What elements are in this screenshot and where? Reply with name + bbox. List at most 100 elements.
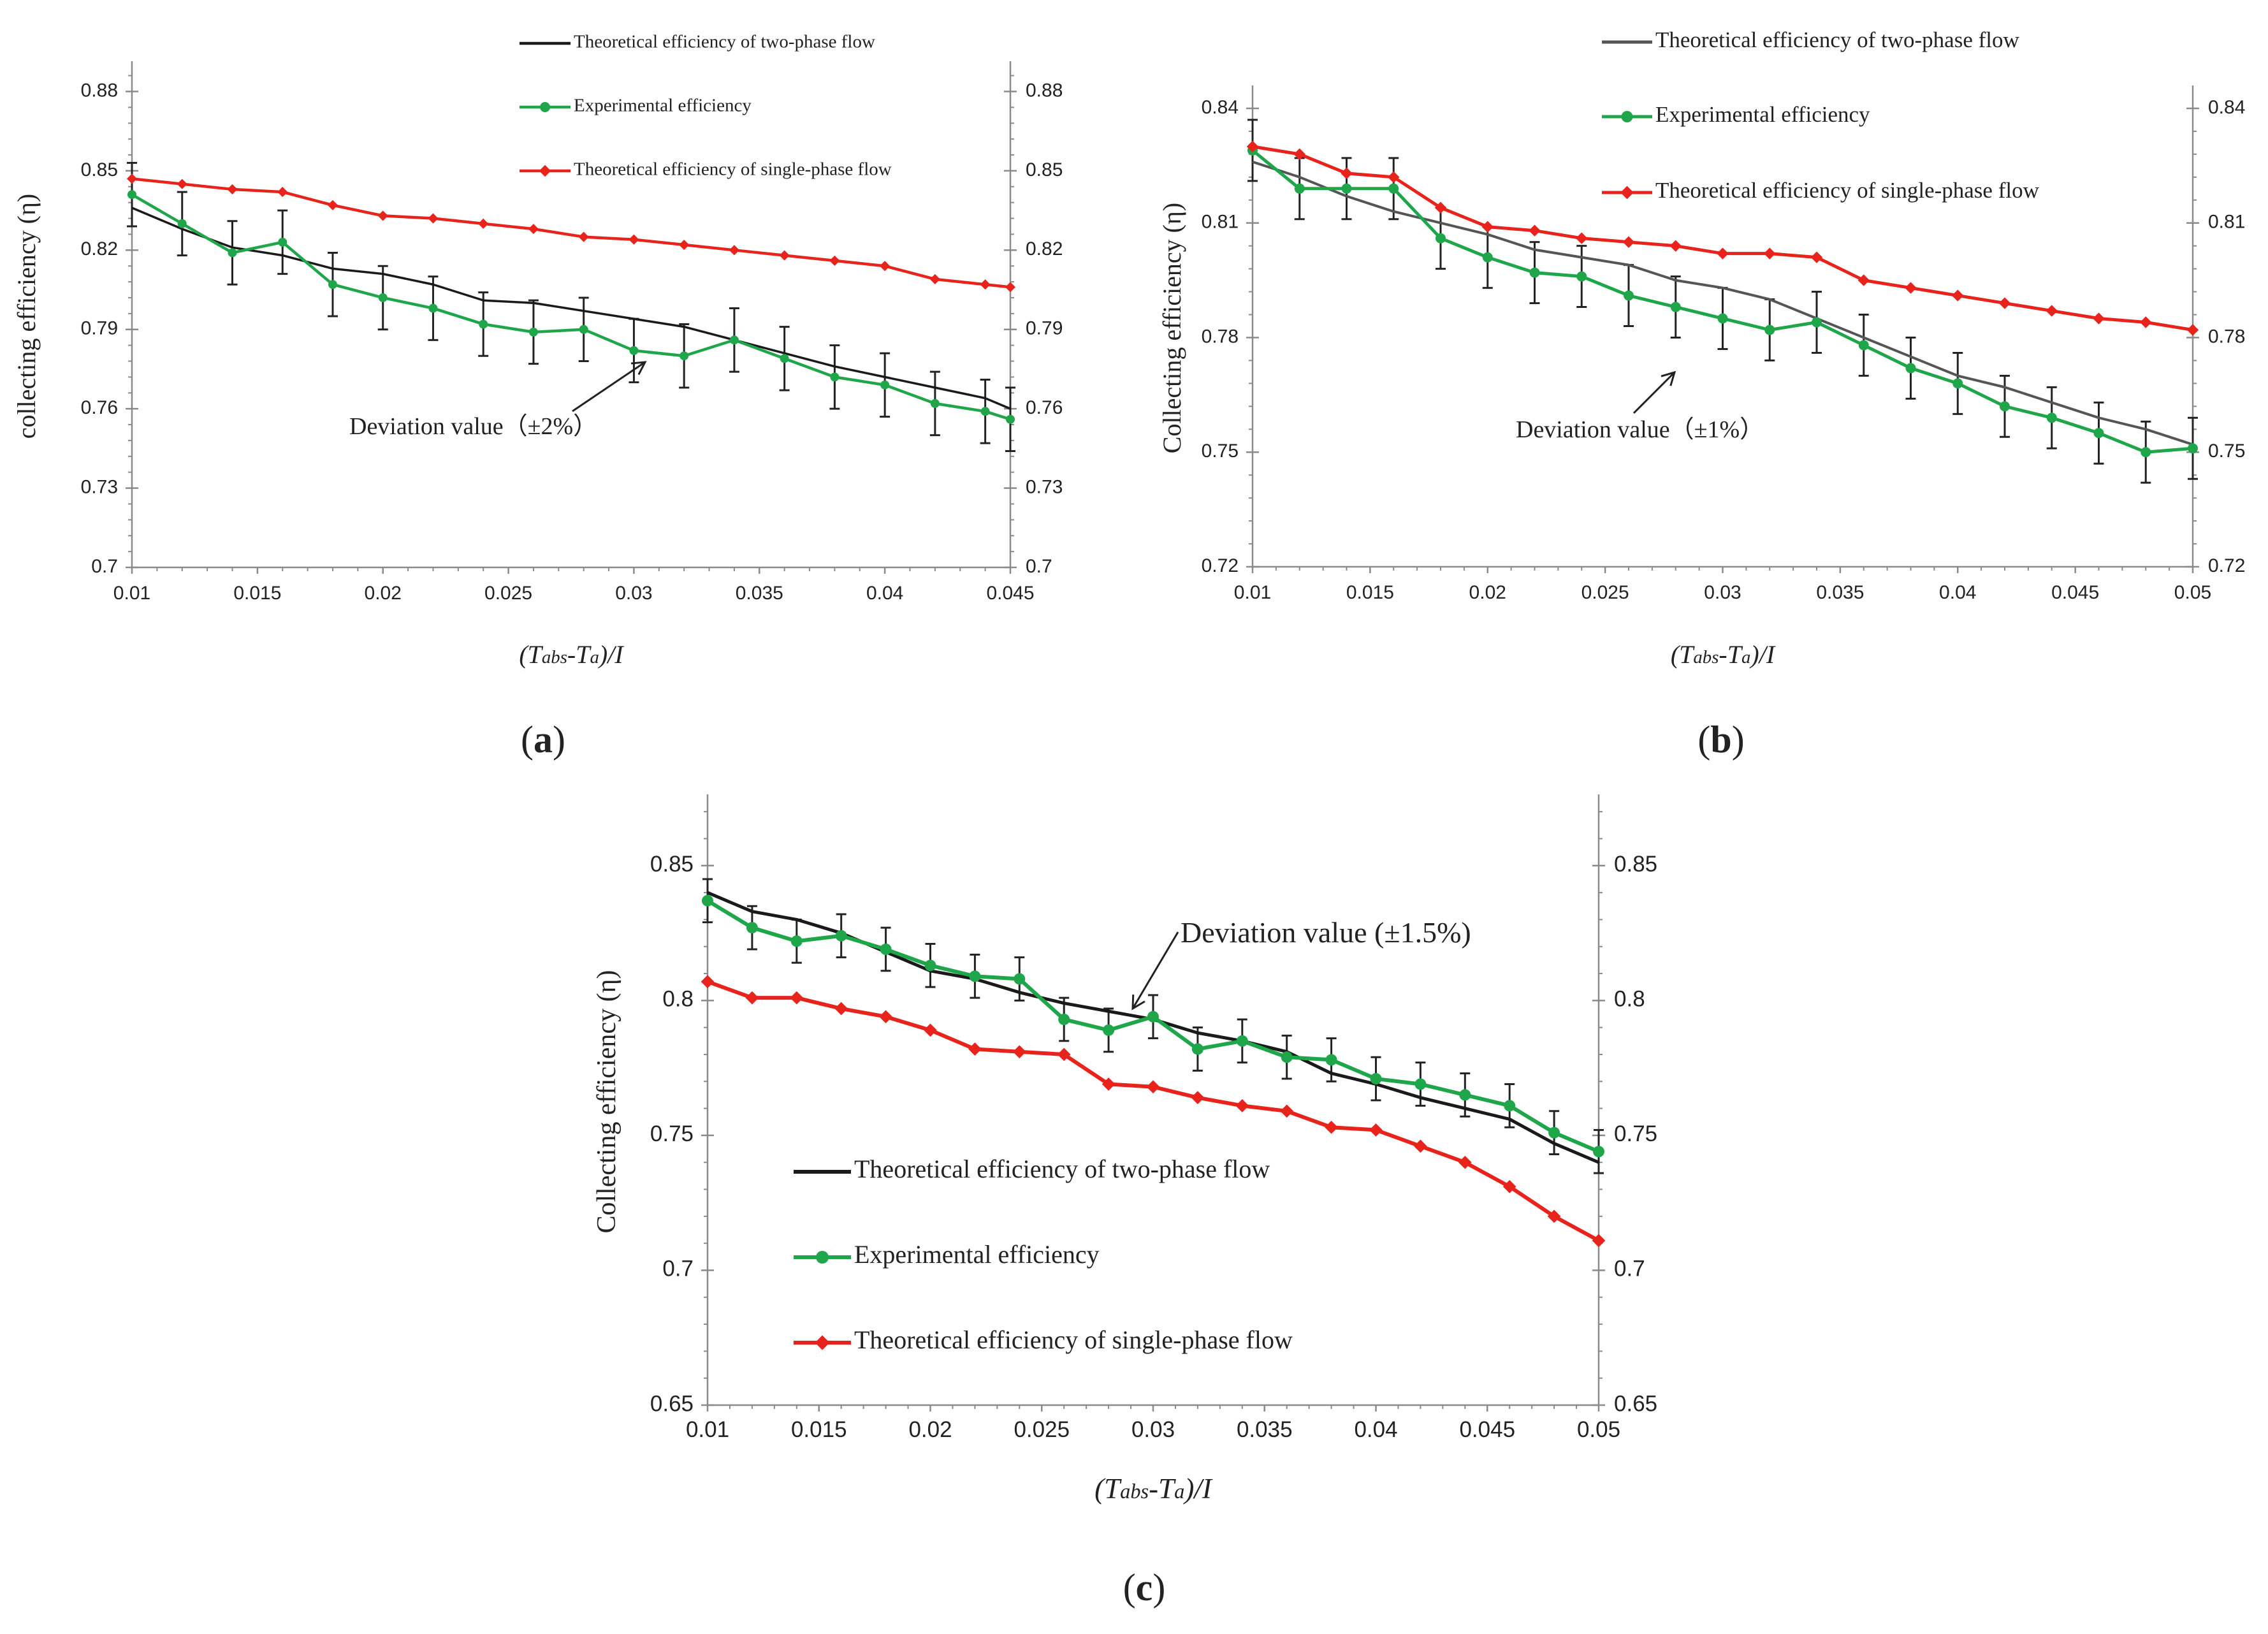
data-point-theoretical-efficiency-of-single-phase-flow [834, 1002, 848, 1016]
x-tick-label: 0.02 [365, 583, 402, 604]
data-point-theoretical-efficiency-of-single-phase-flow [1481, 221, 1494, 233]
data-point-theoretical-efficiency-of-single-phase-flow [880, 261, 890, 272]
data-point-experimental-efficiency [830, 372, 840, 382]
data-point-experimental-efficiency [1764, 325, 1775, 335]
data-point-theoretical-efficiency-of-single-phase-flow [377, 210, 388, 221]
x-tick-label: 0.04 [1354, 1417, 1397, 1442]
y-axis-title: collecting efficiency (η) [12, 194, 41, 439]
data-point-theoretical-efficiency-of-single-phase-flow [1547, 1209, 1561, 1223]
data-point-experimental-efficiency [1058, 1013, 1070, 1025]
data-point-experimental-efficiency [2000, 401, 2010, 412]
y-tick-label-right: 0.88 [1026, 80, 1063, 101]
data-point-experimental-efficiency [1236, 1035, 1248, 1047]
data-point-theoretical-efficiency-of-single-phase-flow [1012, 1045, 1026, 1059]
data-point-theoretical-efficiency-of-single-phase-flow [1502, 1179, 1516, 1193]
data-point-experimental-efficiency [969, 970, 981, 982]
data-point-theoretical-efficiency-of-single-phase-flow [2140, 316, 2152, 328]
y-tick-label-right: 0.73 [1026, 477, 1063, 498]
data-point-theoretical-efficiency-of-single-phase-flow [1057, 1047, 1071, 1061]
data-point-theoretical-efficiency-of-single-phase-flow [1388, 171, 1400, 184]
x-axis-title-part: -T [1149, 1473, 1176, 1505]
data-point-theoretical-efficiency-of-single-phase-flow [1369, 1123, 1383, 1137]
x-axis-title-subscript: abs [542, 647, 567, 667]
x-axis-title-subscript: a [1174, 1480, 1184, 1503]
data-point-experimental-efficiency [680, 351, 689, 361]
data-point-experimental-efficiency [1294, 183, 1305, 194]
data-point-theoretical-efficiency-of-single-phase-flow [1764, 247, 1776, 259]
y-tick-label-left: 0.76 [81, 397, 118, 418]
panel-label: (c) [1123, 1566, 1166, 1608]
annotation-arrow [1131, 931, 1179, 1009]
chart-panel-3: 0.65 0.65 0.7 0.7 0.75 0.75 0.8 0.8 0.85 0.85 0.01… [592, 794, 1657, 1608]
legend-marker-theoretical-efficiency-of-single-phase-flow [539, 164, 551, 177]
data-point-experimental-efficiency [1858, 340, 1869, 351]
data-point-theoretical-efficiency-of-single-phase-flow [929, 274, 940, 284]
x-axis-title-part: )/I [1182, 1473, 1212, 1505]
data-point-experimental-efficiency [2141, 447, 2151, 458]
data-point-theoretical-efficiency-of-single-phase-flow [1325, 1120, 1338, 1134]
x-tick-label: 0.01 [113, 583, 150, 604]
y-tick-label-left: 0.85 [81, 159, 118, 180]
x-axis-title: (Tabs-Ta)/I [519, 640, 624, 669]
panel-label-letter: a [534, 719, 553, 761]
legend-label-theoretical-efficiency-of-single-phase-flow: Theoretical efficiency of single-phase f… [854, 1325, 1293, 1354]
data-point-experimental-efficiency [702, 894, 713, 907]
data-point-theoretical-efficiency-of-single-phase-flow [1857, 274, 1870, 286]
data-point-theoretical-efficiency-of-single-phase-flow [1246, 140, 1259, 153]
legend-marker-theoretical-efficiency-of-single-phase-flow [1620, 186, 1634, 200]
y-tick-label-left: 0.73 [81, 477, 118, 498]
x-tick-label: 0.045 [1459, 1417, 1515, 1442]
y-tick-label-left: 0.81 [1202, 212, 1239, 233]
panel-label-open: ( [521, 719, 534, 761]
x-axis-title: (Tabs-Ta)/I [1671, 640, 1776, 669]
data-point-theoretical-efficiency-of-single-phase-flow [177, 179, 187, 189]
y-tick-label-right: 0.65 [1614, 1391, 1657, 1416]
deviation-annotation: Deviation value (±1.5%) [1181, 916, 1471, 949]
data-point-theoretical-efficiency-of-single-phase-flow [2046, 305, 2058, 317]
x-tick-label: 0.015 [791, 1417, 847, 1442]
y-tick-label-right: 0.85 [1614, 852, 1657, 877]
data-point-experimental-efficiency [1593, 1146, 1604, 1158]
deviation-annotation: Deviation value（±1%） [1516, 416, 1764, 443]
panel-label-open: ( [1697, 719, 1710, 761]
data-point-theoretical-efficiency-of-single-phase-flow [126, 173, 138, 184]
data-point-theoretical-efficiency-of-single-phase-flow [829, 255, 840, 266]
x-tick-label: 0.01 [686, 1417, 729, 1442]
data-point-experimental-efficiency [1014, 973, 1026, 985]
y-tick-label-right: 0.72 [2208, 555, 2245, 576]
data-point-theoretical-efficiency-of-single-phase-flow [1191, 1091, 1205, 1105]
y-tick-label-right: 0.8 [1614, 987, 1645, 1012]
series-line-experimental-efficiency [131, 193, 1011, 421]
data-point-theoretical-efficiency-of-single-phase-flow [1952, 289, 1964, 302]
data-point-experimental-efficiency [835, 930, 847, 942]
x-axis-title-part: (T [1094, 1473, 1122, 1505]
data-point-experimental-efficiency [1325, 1054, 1337, 1066]
data-point-theoretical-efficiency-of-single-phase-flow [578, 231, 589, 242]
data-point-experimental-efficiency [1006, 414, 1015, 424]
y-tick-label-right: 0.75 [2208, 441, 2245, 462]
x-axis-title-subscript: a [590, 647, 599, 667]
panel-label: (b) [1697, 719, 1744, 761]
data-point-experimental-efficiency [1952, 378, 1963, 389]
data-point-experimental-efficiency [2093, 428, 2104, 439]
x-axis-title-part: -T [1719, 640, 1743, 669]
data-point-theoretical-efficiency-of-single-phase-flow [1998, 297, 2011, 309]
y-axis-title: Collecting efficiency (η) [592, 970, 622, 1233]
x-tick-label: 0.025 [484, 583, 532, 604]
data-point-theoretical-efficiency-of-single-phase-flow [1341, 167, 1353, 180]
legend-marker-experimental-efficiency [1621, 111, 1633, 122]
data-point-experimental-efficiency [177, 219, 187, 228]
data-point-experimental-efficiency [1388, 183, 1399, 194]
data-point-theoretical-efficiency-of-single-phase-flow [1458, 1155, 1472, 1169]
y-tick-label-right: 0.85 [1026, 159, 1063, 180]
data-point-experimental-efficiency [746, 922, 758, 934]
x-tick-label: 0.01 [1234, 582, 1271, 603]
data-point-experimental-efficiency [2046, 412, 2057, 423]
data-point-experimental-efficiency [1459, 1089, 1471, 1101]
x-tick-label: 0.035 [1816, 582, 1864, 603]
y-tick-label-left: 0.82 [81, 238, 118, 259]
data-point-experimental-efficiency [1370, 1073, 1382, 1085]
y-axis-title: Collecting efficiency (η) [1158, 203, 1186, 453]
data-point-theoretical-efficiency-of-single-phase-flow [327, 200, 338, 210]
